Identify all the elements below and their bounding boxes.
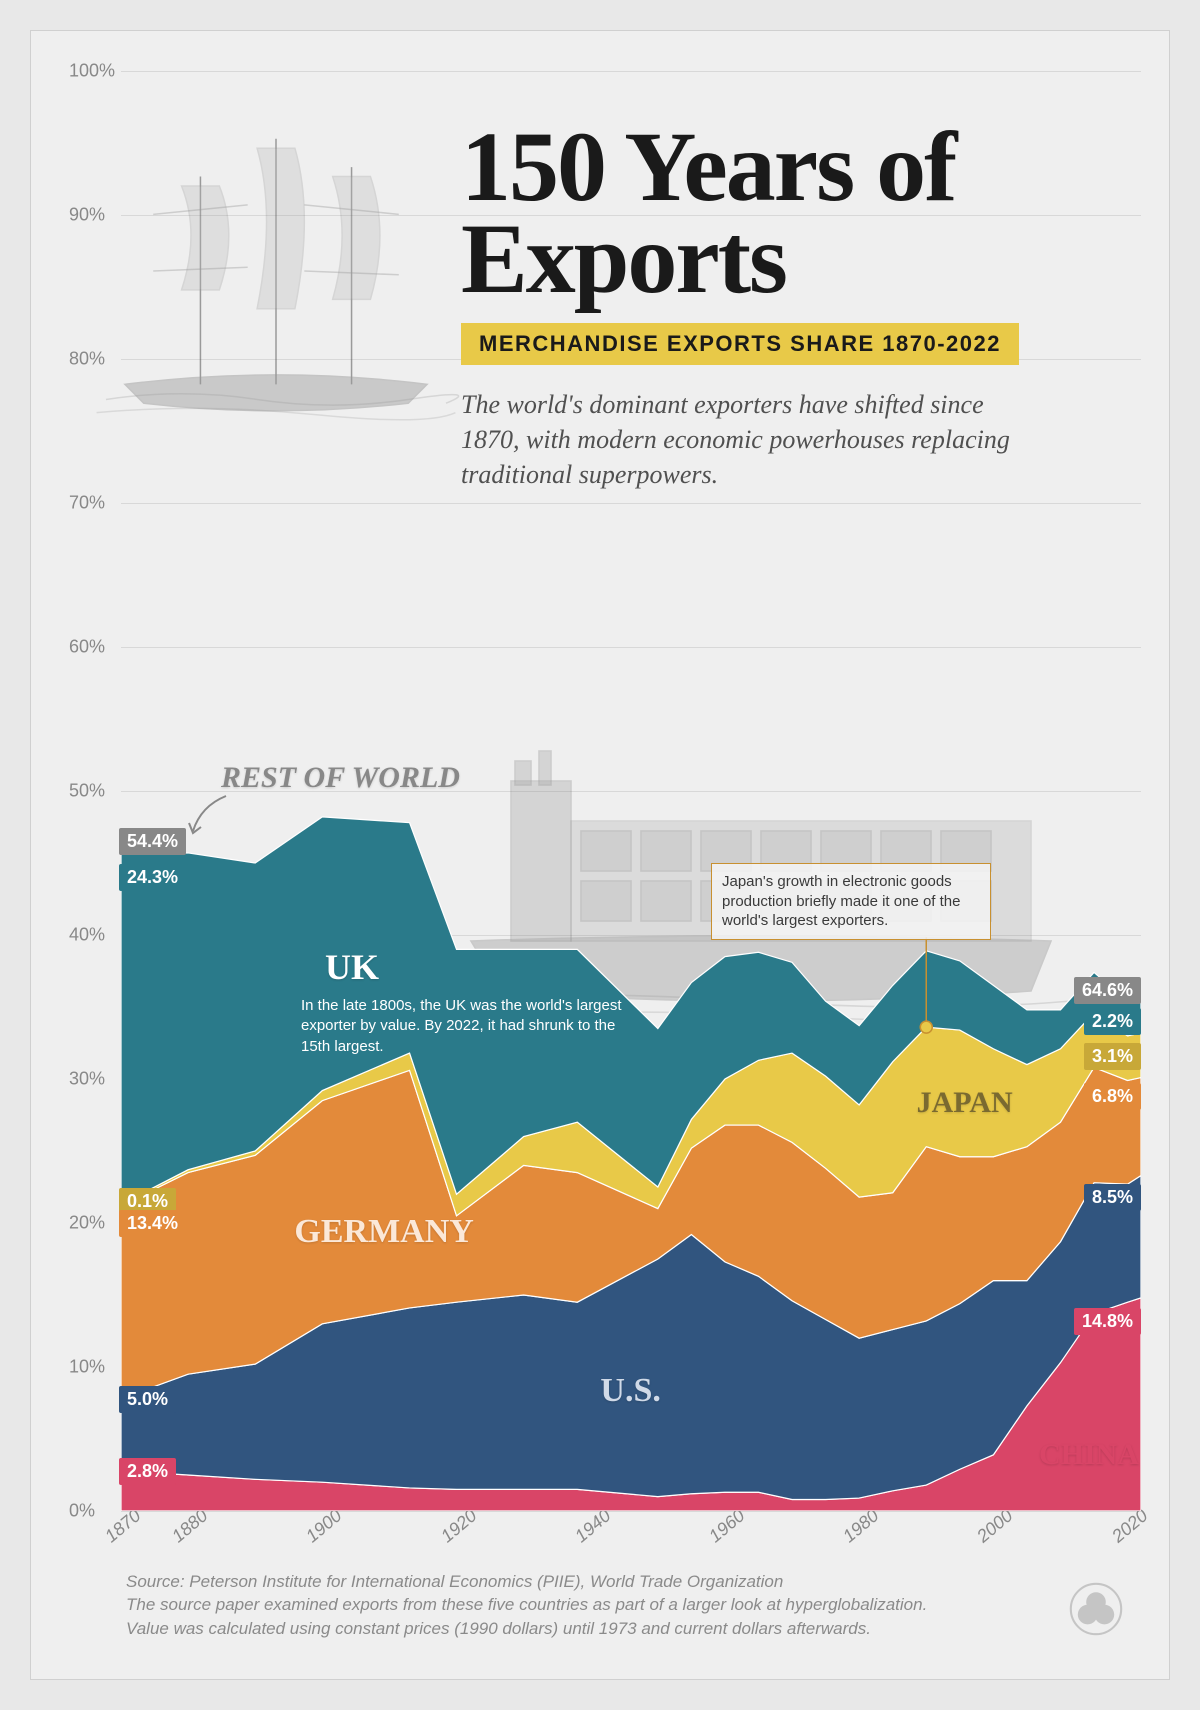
series-label-japan: JAPAN xyxy=(917,1086,1013,1120)
end-value-germany: 6.8% xyxy=(1084,1083,1141,1110)
y-axis-label: 40% xyxy=(69,925,105,946)
series-label-china: CHINA xyxy=(1039,1438,1139,1472)
start-value-u.s.: 5.0% xyxy=(119,1386,176,1413)
start-value-china: 2.8% xyxy=(119,1458,176,1485)
uk-annotation: In the late 1800s, the UK was the world'… xyxy=(301,996,641,1057)
source-line-1: Source: Peterson Institute for Internati… xyxy=(126,1570,927,1594)
japan-callout: Japan's growth in electronic goods produ… xyxy=(711,863,991,940)
start-value-germany: 13.4% xyxy=(119,1210,186,1237)
y-axis-label: 70% xyxy=(69,493,105,514)
y-axis-label: 100% xyxy=(69,61,115,82)
rest-of-world-arrow xyxy=(181,791,241,841)
start-value-restofworld: 54.4% xyxy=(119,828,186,855)
title-block: 150 Years of Exports MERCHANDISE EXPORTS… xyxy=(461,121,1081,492)
start-value-uk: 24.3% xyxy=(119,864,186,891)
end-value-u.s.: 8.5% xyxy=(1084,1184,1141,1211)
grid-line xyxy=(121,1511,1141,1512)
y-axis-label: 0% xyxy=(69,1501,95,1522)
end-value-restofworld: 64.6% xyxy=(1074,977,1141,1004)
end-value-china: 14.8% xyxy=(1074,1308,1141,1335)
subtitle-bar: MERCHANDISE EXPORTS SHARE 1870-2022 xyxy=(461,323,1019,365)
rest-of-world-label: REST OF WORLD xyxy=(221,761,460,795)
series-label-uk: UK xyxy=(325,946,379,988)
y-axis-label: 20% xyxy=(69,1213,105,1234)
series-label-us: U.S. xyxy=(600,1372,660,1410)
end-value-japan: 3.1% xyxy=(1084,1043,1141,1070)
intro-text: The world's dominant exporters have shif… xyxy=(461,387,1041,492)
y-axis-label: 60% xyxy=(69,637,105,658)
y-axis-label: 30% xyxy=(69,1069,105,1090)
chart-frame: REST OF WORLD In the late 1800s, the UK … xyxy=(30,30,1170,1680)
y-axis-label: 50% xyxy=(69,781,105,802)
source-text: Source: Peterson Institute for Internati… xyxy=(126,1570,927,1641)
end-value-uk: 2.2% xyxy=(1084,1008,1141,1035)
publisher-logo-icon xyxy=(1068,1581,1124,1637)
y-axis-label: 10% xyxy=(69,1357,105,1378)
series-label-germany: GERMANY xyxy=(294,1213,473,1251)
source-line-2: The source paper examined exports from t… xyxy=(126,1593,927,1617)
source-line-3: Value was calculated using constant pric… xyxy=(126,1617,927,1641)
main-title: 150 Years of Exports xyxy=(461,121,1081,305)
